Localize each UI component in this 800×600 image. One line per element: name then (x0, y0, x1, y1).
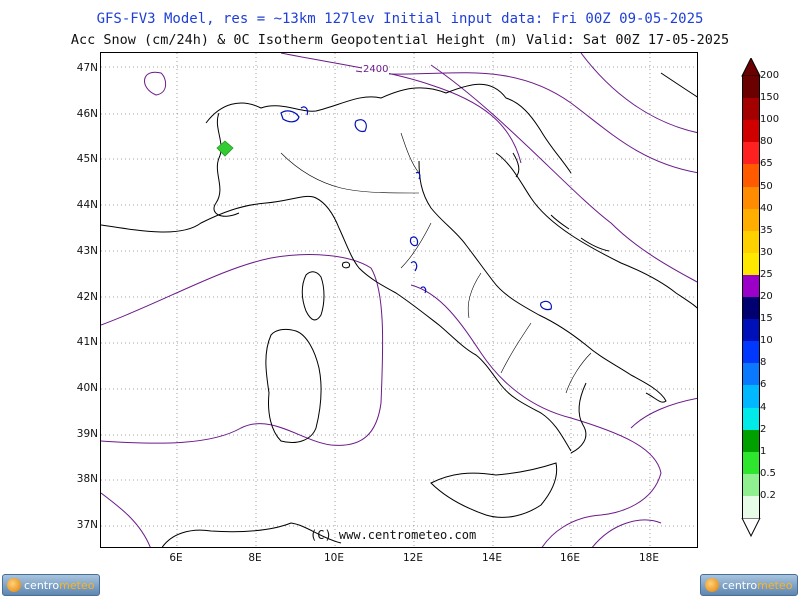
globe-icon (705, 578, 719, 592)
legend-color-swatch (742, 76, 760, 99)
weather-map (100, 52, 698, 548)
lat-label: 42N (76, 291, 98, 303)
lon-label: 10E (324, 552, 344, 564)
legend-label: 15 (760, 313, 773, 325)
legend-label: 200 (760, 70, 780, 81)
copyright-text: (C) www.centrometeo.com (310, 528, 477, 542)
legend-label: 4 (760, 401, 767, 413)
legend-color-swatch (742, 252, 760, 276)
legend-color-swatch (742, 473, 760, 497)
legend-label: 30 (760, 246, 773, 258)
legend-label: 1 (760, 445, 767, 457)
isotherm-contours (101, 53, 697, 547)
logo-text-1: centro (24, 578, 60, 592)
lon-label: 14E (482, 552, 502, 564)
coastlines (101, 72, 697, 547)
legend-label: 25 (760, 268, 773, 280)
legend-color-swatch (742, 407, 760, 431)
legend-label: 40 (760, 202, 773, 214)
legend-color-swatch (742, 208, 760, 232)
lat-label: 41N (76, 336, 98, 348)
product-title: Acc Snow (cm/24h) & 0C Isotherm Geopoten… (70, 32, 730, 48)
legend-label: 6 (760, 379, 767, 391)
globe-icon (7, 578, 21, 592)
lon-label: 6E (169, 552, 183, 564)
legend-label: 2 (760, 423, 767, 435)
lat-label: 38N (76, 473, 98, 485)
legend-color-swatch (742, 341, 760, 364)
legend-label: 8 (760, 357, 767, 369)
lat-label: 46N (76, 108, 98, 120)
legend-label: 0.2 (760, 489, 776, 501)
legend-color-swatch (742, 385, 760, 408)
legend-color-swatch (742, 164, 760, 187)
legend-label: 20 (760, 291, 773, 302)
lon-label: 18E (639, 552, 659, 564)
snow-contours (280, 106, 552, 311)
centrometeo-logo-right[interactable]: centro meteo (700, 574, 798, 596)
legend-label: 0.5 (760, 467, 776, 479)
legend-label: 65 (760, 158, 773, 170)
legend-label: 50 (760, 180, 773, 192)
legend-color-swatch (742, 142, 760, 165)
legend-color-swatch (742, 451, 760, 475)
legend-color-swatch (742, 495, 760, 519)
grid-lines (101, 53, 697, 547)
color-scale-legend: 200 150 100 80 65 50 40 35 30 25 20 15 10 8 6 4 2 1 0.5 0.2 (738, 58, 800, 540)
legend-color-swatch (742, 186, 760, 210)
legend-label: 150 (760, 92, 780, 104)
model-info-title: GFS-FV3 Model, res = ~13km 127lev Initia… (96, 11, 704, 27)
lon-label: 8E (248, 552, 262, 564)
legend-color-swatch (742, 363, 760, 386)
lat-label: 40N (76, 382, 98, 394)
legend-color-swatch (742, 297, 760, 320)
logo-text-2: meteo (757, 578, 793, 592)
legend-color-swatch (742, 274, 760, 298)
isotherm-contour-label: 2400 (362, 64, 390, 75)
legend-color-swatch (742, 429, 760, 453)
lat-label: 47N (76, 62, 98, 74)
regional-borders (280, 132, 592, 394)
snow-marker-green (216, 140, 234, 157)
legend-arrow-bottom (741, 518, 761, 538)
legend-color-swatch (742, 98, 760, 121)
lon-label: 16E (560, 552, 580, 564)
legend-color-swatch (742, 230, 760, 254)
logo-text-2: meteo (59, 578, 95, 592)
legend-color-swatch (742, 120, 760, 143)
lon-label: 12E (403, 552, 423, 564)
lat-label: 37N (76, 519, 98, 531)
lat-label: 43N (76, 245, 98, 257)
legend-label: 35 (760, 224, 773, 236)
legend-color-swatch (742, 319, 760, 342)
lat-label: 44N (76, 199, 98, 211)
legend-label: 10 (760, 335, 773, 347)
logo-text-1: centro (722, 578, 758, 592)
legend-label: 100 (760, 114, 780, 126)
lat-label: 39N (76, 428, 98, 440)
lat-label: 45N (76, 153, 98, 165)
map-canvas (101, 53, 697, 547)
legend-label: 80 (760, 136, 773, 148)
centrometeo-logo-left[interactable]: centro meteo (2, 574, 100, 596)
